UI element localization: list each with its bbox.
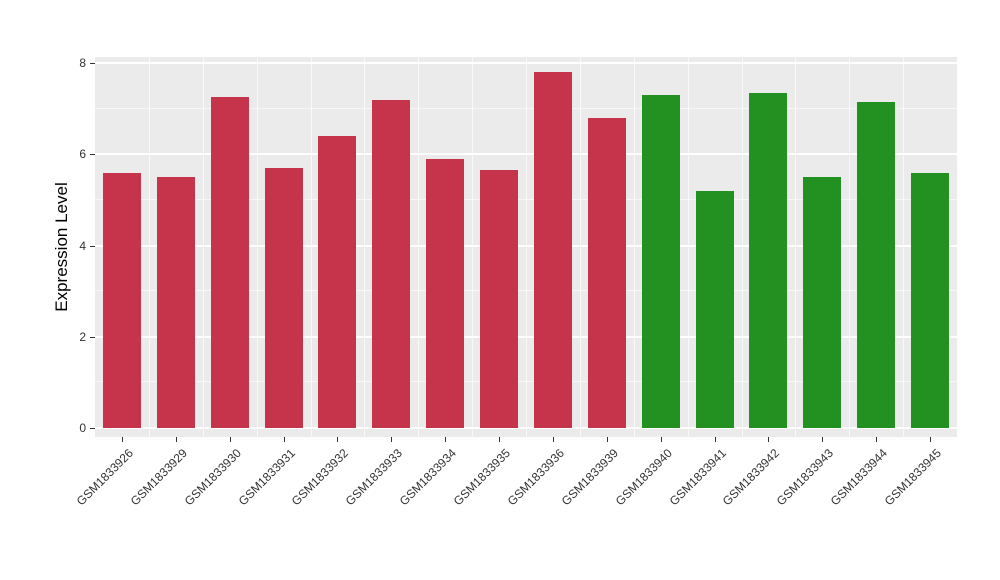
plot-panel [95,57,957,437]
bar [803,177,842,428]
x-tick-mark [768,437,770,442]
x-tick-mark [175,437,177,442]
y-tick-label: 6 [79,147,86,162]
y-tick-mark [90,245,95,247]
gridline-vertical [579,57,581,437]
gridline-vertical [849,57,851,437]
x-tick-mark [337,437,339,442]
bar [156,177,195,428]
x-tick-mark [445,437,447,442]
x-tick-mark [930,437,932,442]
bar [695,190,734,428]
bar [911,172,950,428]
gridline-vertical [903,57,905,437]
y-tick-mark [90,336,95,338]
y-tick-mark [90,428,95,429]
x-tick-mark [391,437,393,442]
gridline-vertical [741,57,743,437]
gridline-vertical [795,57,797,437]
bar [264,167,303,428]
gridline-vertical [418,57,420,437]
x-tick-mark [499,437,501,442]
gridline-vertical [202,57,204,437]
bar [857,101,896,428]
y-tick-label: 4 [79,238,86,253]
bar [587,117,626,428]
bar [102,172,141,428]
gridline-vertical [364,57,366,437]
y-tick-label: 8 [79,56,86,70]
x-tick-mark [552,437,554,442]
gridline-vertical [472,57,474,437]
bar [480,170,519,428]
gridline-vertical [633,57,635,437]
gridline-vertical [687,57,689,437]
bar [372,99,411,428]
gridline-vertical [310,57,312,437]
y-tick-label: 0 [79,421,86,435]
y-tick-mark [90,63,95,64]
x-tick-mark [283,437,285,442]
x-tick-mark [876,437,878,442]
x-tick-mark [121,437,123,442]
bar [210,97,249,428]
bar [533,72,572,428]
bar [641,94,680,428]
gridline-vertical [526,57,527,437]
bar [318,136,357,428]
x-tick-mark [229,437,231,442]
y-tick-label: 2 [79,329,86,344]
gridline-vertical [148,57,150,437]
bar [749,92,788,428]
x-tick-mark [660,437,662,442]
x-tick-mark [822,437,824,442]
bar [426,158,465,428]
x-tick-mark [714,437,716,442]
y-tick-mark [90,154,95,156]
x-tick-mark [606,437,608,442]
gridline-vertical [256,57,258,437]
